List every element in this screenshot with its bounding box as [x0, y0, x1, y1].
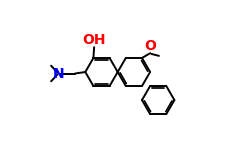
- Text: N: N: [53, 66, 64, 81]
- Text: O: O: [144, 39, 156, 53]
- Text: OH: OH: [82, 33, 106, 47]
